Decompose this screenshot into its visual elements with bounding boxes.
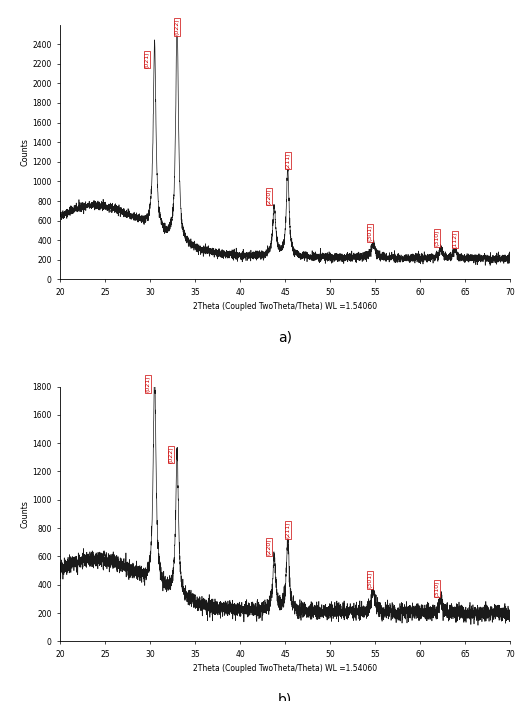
Text: b): b) — [278, 693, 292, 701]
Text: (301): (301) — [368, 572, 373, 588]
X-axis label: 2Theta (Coupled TwoTheta/Theta) WL =1.54060: 2Theta (Coupled TwoTheta/Theta) WL =1.54… — [193, 665, 377, 673]
Text: (022): (022) — [175, 19, 179, 35]
Text: (301): (301) — [368, 225, 373, 241]
Text: (112): (112) — [452, 231, 458, 247]
Text: (211): (211) — [285, 522, 290, 538]
Text: (220): (220) — [266, 189, 271, 205]
Text: (211): (211) — [285, 152, 290, 169]
Text: (021): (021) — [146, 376, 151, 392]
Text: (022): (022) — [168, 447, 173, 463]
Text: (021): (021) — [145, 51, 150, 68]
Y-axis label: Counts: Counts — [21, 138, 30, 166]
Y-axis label: Counts: Counts — [21, 500, 30, 528]
X-axis label: 2Theta (Coupled TwoTheta/Theta) WL =1.54060: 2Theta (Coupled TwoTheta/Theta) WL =1.54… — [193, 302, 377, 311]
Text: (310): (310) — [435, 230, 439, 246]
Text: a): a) — [278, 330, 292, 344]
Text: (310): (310) — [435, 580, 439, 597]
Text: (220): (220) — [266, 538, 271, 555]
